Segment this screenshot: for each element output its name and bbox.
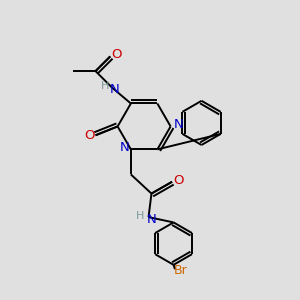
Text: O: O [112,48,122,62]
Text: O: O [84,129,94,142]
Text: Br: Br [173,264,187,277]
Text: N: N [174,118,183,130]
Text: N: N [110,83,119,96]
Text: H: H [101,81,110,91]
Text: N: N [147,213,156,226]
Text: N: N [119,141,129,154]
Text: O: O [173,174,184,187]
Text: H: H [136,211,145,220]
